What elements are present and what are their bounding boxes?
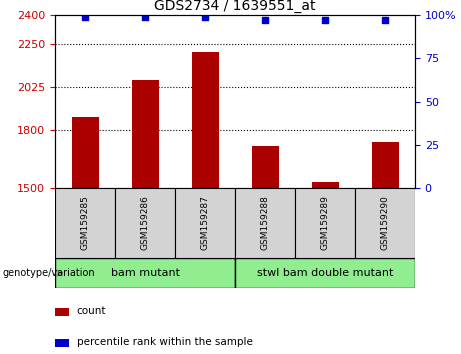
FancyBboxPatch shape xyxy=(55,258,235,288)
Title: GDS2734 / 1639551_at: GDS2734 / 1639551_at xyxy=(154,0,316,13)
Text: GSM159288: GSM159288 xyxy=(260,195,270,250)
FancyBboxPatch shape xyxy=(235,188,295,258)
Text: GSM159290: GSM159290 xyxy=(380,195,390,250)
FancyBboxPatch shape xyxy=(175,188,235,258)
Text: GSM159287: GSM159287 xyxy=(201,195,209,250)
Point xyxy=(261,17,269,23)
Point xyxy=(81,14,89,19)
Bar xyxy=(372,142,398,188)
Point xyxy=(142,14,149,19)
Text: GSM159286: GSM159286 xyxy=(141,195,149,250)
Text: GSM159289: GSM159289 xyxy=(320,195,330,250)
Point xyxy=(321,17,329,23)
Bar xyxy=(252,146,278,188)
Point xyxy=(381,17,389,23)
FancyBboxPatch shape xyxy=(355,188,415,258)
Text: stwl bam double mutant: stwl bam double mutant xyxy=(257,268,393,278)
Text: bam mutant: bam mutant xyxy=(111,268,179,278)
Bar xyxy=(191,52,219,188)
Point xyxy=(201,14,209,19)
Text: count: count xyxy=(77,306,106,316)
FancyBboxPatch shape xyxy=(55,188,115,258)
Bar xyxy=(71,117,99,188)
Bar xyxy=(55,308,70,315)
FancyBboxPatch shape xyxy=(115,188,175,258)
Bar xyxy=(312,182,338,188)
Text: GSM159285: GSM159285 xyxy=(81,195,89,250)
FancyBboxPatch shape xyxy=(295,188,355,258)
Bar xyxy=(131,80,159,188)
Text: genotype/variation: genotype/variation xyxy=(2,268,95,278)
Text: percentile rank within the sample: percentile rank within the sample xyxy=(77,337,253,347)
Bar xyxy=(55,339,70,347)
FancyBboxPatch shape xyxy=(235,258,415,288)
